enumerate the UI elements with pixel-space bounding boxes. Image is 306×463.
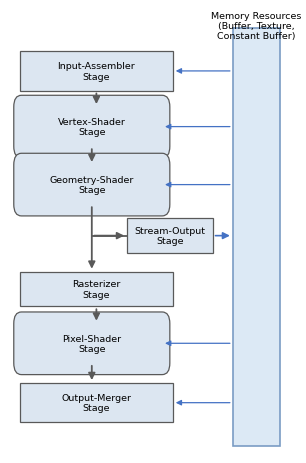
Text: Stream-Output
Stage: Stream-Output Stage xyxy=(134,226,205,246)
Text: Vertex-Shader
Stage: Vertex-Shader Stage xyxy=(58,118,126,137)
FancyBboxPatch shape xyxy=(127,219,213,254)
FancyBboxPatch shape xyxy=(20,52,173,91)
Text: Rasterizer
Stage: Rasterizer Stage xyxy=(72,280,121,299)
Text: Input-Assembler
Stage: Input-Assembler Stage xyxy=(58,62,135,81)
Text: Geometry-Shader
Stage: Geometry-Shader Stage xyxy=(50,175,134,195)
FancyBboxPatch shape xyxy=(20,383,173,422)
FancyBboxPatch shape xyxy=(14,154,170,217)
Text: Memory Resources
(Buffer, Texture,
Constant Buffer): Memory Resources (Buffer, Texture, Const… xyxy=(211,12,302,41)
FancyBboxPatch shape xyxy=(14,312,170,375)
FancyBboxPatch shape xyxy=(14,96,170,158)
FancyBboxPatch shape xyxy=(233,29,280,446)
Text: Pixel-Shader
Stage: Pixel-Shader Stage xyxy=(62,334,121,353)
FancyBboxPatch shape xyxy=(20,272,173,307)
Text: Output-Merger
Stage: Output-Merger Stage xyxy=(62,393,131,413)
